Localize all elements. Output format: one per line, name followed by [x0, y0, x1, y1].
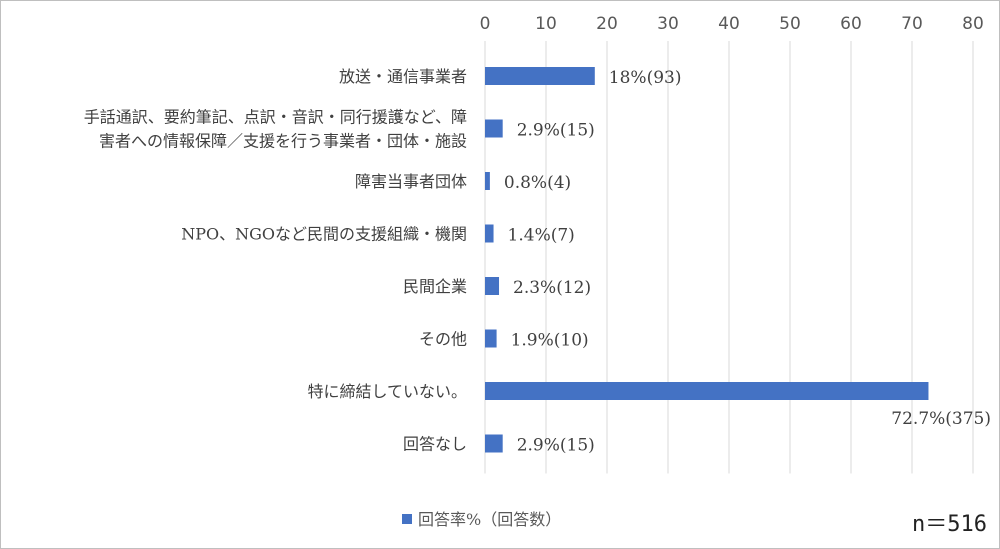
category-label: 民間企業	[403, 277, 467, 296]
legend-label: 回答率%（回答数）	[418, 510, 561, 529]
bar	[485, 277, 500, 295]
bar	[485, 329, 497, 348]
sample-size-note: n＝516	[912, 512, 987, 537]
x-tick-label: 70	[901, 14, 923, 34]
data-label: 1.4%(7)	[508, 226, 575, 246]
bar	[485, 172, 490, 190]
category-label: NPO、NGOなど民間の支援組織・機関	[181, 225, 467, 244]
bar	[485, 67, 595, 85]
data-label: 18%(93)	[609, 68, 682, 88]
data-label: 2.9%(15)	[517, 121, 595, 141]
x-tick-label: 30	[657, 14, 679, 34]
category-label: 特に締結していない。	[307, 382, 467, 401]
category-label: 障害当事者団体	[355, 172, 467, 191]
x-tick-label: 0	[480, 14, 491, 34]
category-label: 手話通訳、要約筆記、点訳・音訳・同行援護など、障	[84, 108, 467, 127]
category-label: 回答なし	[403, 435, 467, 454]
data-label: 1.9%(10)	[511, 331, 589, 351]
data-label: 0.8%(4)	[504, 173, 571, 193]
x-tick-label: 60	[840, 14, 862, 34]
data-label: 2.9%(15)	[517, 436, 595, 456]
x-tick-label: 50	[779, 14, 801, 34]
x-tick-label: 80	[962, 14, 984, 34]
category-label: 放送・通信事業者	[339, 67, 467, 86]
bar	[485, 434, 503, 453]
legend-swatch	[402, 514, 412, 524]
x-tick-label: 10	[535, 14, 557, 34]
x-tick-label: 20	[596, 14, 618, 34]
bar	[485, 224, 494, 243]
bar	[485, 382, 929, 400]
bar	[485, 119, 503, 138]
data-label: 72.7%(375)	[891, 409, 991, 429]
category-label: その他	[419, 330, 467, 349]
category-label: 害者への情報保障／支援を行う事業者・団体・施設	[99, 132, 467, 151]
data-label: 2.3%(12)	[513, 278, 591, 298]
x-tick-label: 40	[718, 14, 740, 34]
